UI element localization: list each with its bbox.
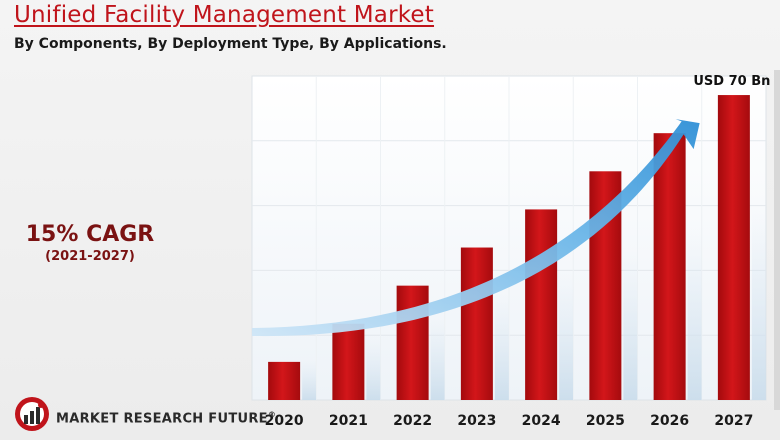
trend-arrow: [252, 119, 700, 337]
background-decoration: [302, 206, 766, 400]
logo-name: MARKET RESEARCH FUTURE®: [56, 410, 277, 427]
bar-2021: [332, 323, 365, 400]
bar-2022: [396, 285, 429, 400]
cagr-period: (2021-2027): [45, 249, 135, 264]
x-tick-2025: 2025: [586, 413, 625, 429]
bar-series: [268, 95, 750, 401]
x-tick-2026: 2026: [650, 413, 689, 429]
edge-strip: [774, 70, 780, 410]
brand-logo: MARKET RESEARCH FUTURE®: [12, 394, 276, 434]
ghost-column: [430, 316, 445, 400]
ghost-column: [751, 206, 766, 400]
x-tick-2022: 2022: [393, 413, 432, 429]
x-tick-2023: 2023: [457, 413, 496, 429]
value-labels: USD 70 Bn: [693, 74, 770, 89]
ghost-column: [623, 250, 638, 400]
x-tick-2021: 2021: [329, 413, 368, 429]
value-label-2027: USD 70 Bn: [693, 74, 770, 89]
page-title: Unified Facility Management Market: [14, 2, 435, 28]
x-tick-2024: 2024: [522, 413, 561, 429]
bar-2020: [268, 361, 301, 400]
x-tick-labels: 2020 2021 2022 2023 2024 2025 2026 2027: [265, 413, 754, 429]
x-tick-2027: 2027: [714, 413, 753, 429]
bar-2023: [460, 247, 493, 400]
cagr-value: 15% CAGR: [25, 222, 155, 247]
x-tick-2020: 2020: [265, 413, 304, 429]
bar-2026: [653, 133, 686, 401]
mrfr-logo-icon: [15, 397, 49, 431]
bar-2027: [717, 95, 750, 400]
ghost-column: [366, 338, 381, 400]
ghost-column: [302, 360, 317, 400]
ghost-column: [559, 272, 574, 400]
bar-2024: [525, 209, 558, 400]
page-subtitle: By Components, By Deployment Type, By Ap…: [14, 36, 447, 52]
ghost-column: [687, 228, 702, 400]
ghost-column: [494, 294, 509, 400]
